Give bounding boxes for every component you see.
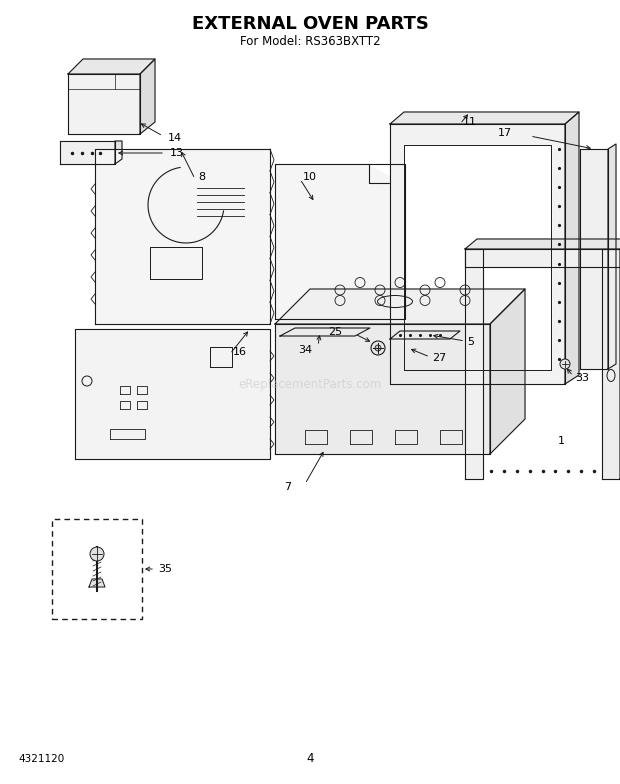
Text: 11: 11 [463,117,477,127]
Polygon shape [390,124,565,384]
Text: 16: 16 [233,347,247,357]
Polygon shape [140,59,155,134]
Text: 5: 5 [467,337,474,347]
Polygon shape [275,289,525,324]
Text: 8: 8 [198,172,205,182]
Polygon shape [68,59,155,74]
Polygon shape [580,149,608,369]
Circle shape [371,341,385,355]
Polygon shape [404,145,551,370]
Polygon shape [68,74,140,134]
Polygon shape [565,112,579,384]
Polygon shape [60,141,115,164]
Text: 4: 4 [306,753,314,765]
Polygon shape [602,249,620,479]
Circle shape [375,345,381,351]
Polygon shape [275,324,490,454]
Text: For Model: RS363BXTT2: For Model: RS363BXTT2 [240,34,380,48]
Polygon shape [465,249,620,267]
Polygon shape [89,579,105,587]
Text: eReplacementParts.com: eReplacementParts.com [238,378,382,390]
Polygon shape [280,328,370,336]
Text: 13: 13 [170,148,184,158]
Text: 33: 33 [575,373,589,383]
Polygon shape [465,249,483,479]
Circle shape [90,547,104,561]
Text: 27: 27 [432,353,446,363]
Text: 4321120: 4321120 [18,754,64,764]
Polygon shape [390,331,460,339]
Polygon shape [369,164,405,183]
Text: 10: 10 [303,172,317,182]
Text: 34: 34 [298,345,312,355]
Text: 17: 17 [498,128,512,138]
Text: 35: 35 [158,564,172,574]
Polygon shape [390,112,579,124]
Polygon shape [465,239,620,249]
Text: 25: 25 [328,327,342,337]
Circle shape [560,359,570,369]
Text: EXTERNAL OVEN PARTS: EXTERNAL OVEN PARTS [192,15,428,33]
Polygon shape [95,149,270,324]
Polygon shape [75,329,270,459]
Text: 14: 14 [168,133,182,143]
Text: 1: 1 [558,436,565,446]
Polygon shape [490,289,525,454]
Polygon shape [608,144,616,369]
Polygon shape [115,141,122,164]
Text: 7: 7 [284,482,291,492]
Polygon shape [275,164,405,319]
